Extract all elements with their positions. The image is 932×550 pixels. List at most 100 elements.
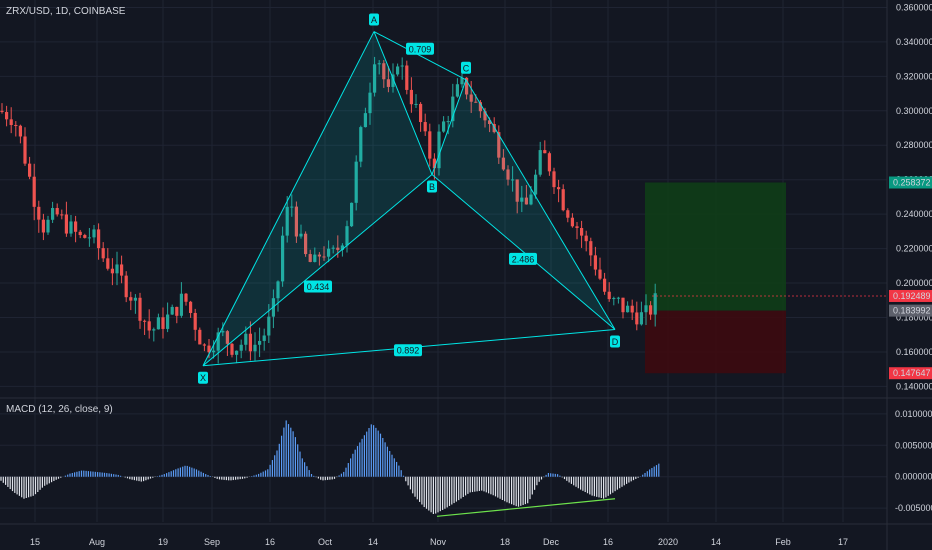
candle-body xyxy=(400,65,404,67)
y-tick-label: 0.140000 xyxy=(896,381,932,391)
candle-body xyxy=(28,163,32,177)
ratio-text: 0.709 xyxy=(409,44,432,54)
candle-body xyxy=(189,301,193,313)
candle-body xyxy=(281,235,285,282)
candle xyxy=(253,332,257,361)
candle-body xyxy=(547,153,551,172)
candle-body xyxy=(51,208,55,220)
candle-body xyxy=(373,64,377,93)
candle-body xyxy=(285,206,289,236)
candle-body xyxy=(428,131,432,159)
candle xyxy=(649,301,653,320)
candle-body xyxy=(138,297,142,321)
candle xyxy=(5,105,9,127)
candle-body xyxy=(14,125,18,127)
candle xyxy=(580,220,584,248)
candle xyxy=(423,113,427,136)
pattern-point-a: A xyxy=(369,13,379,26)
candle xyxy=(281,226,285,287)
price-badge-red: 0.147647 xyxy=(889,367,932,380)
candle-body xyxy=(290,206,294,208)
candle-body xyxy=(534,174,538,195)
candle xyxy=(561,184,565,212)
candle-body xyxy=(368,92,372,114)
candle xyxy=(460,73,464,88)
candle xyxy=(235,350,239,364)
candle xyxy=(55,203,59,217)
candle xyxy=(437,124,441,176)
candle xyxy=(276,280,280,312)
candle xyxy=(639,301,643,326)
candle-body xyxy=(161,317,165,329)
candle-body xyxy=(538,150,542,175)
leg-ab xyxy=(373,31,433,175)
candle-body xyxy=(78,231,82,236)
candle xyxy=(258,327,262,357)
candle xyxy=(143,319,147,335)
candle-body xyxy=(639,312,643,325)
candle-body xyxy=(101,248,105,259)
candle-body xyxy=(363,113,367,128)
candle-body xyxy=(616,297,620,299)
candle xyxy=(175,306,179,324)
candle xyxy=(106,248,110,271)
candle xyxy=(120,255,124,284)
candle xyxy=(419,102,423,132)
candle xyxy=(515,179,519,214)
price-badge-text: 0.192489 xyxy=(893,291,931,301)
point-badge xyxy=(427,180,437,193)
candle-body xyxy=(175,306,179,316)
candle xyxy=(409,77,413,113)
candle xyxy=(359,125,363,168)
candle-body xyxy=(396,66,400,75)
candle-body xyxy=(524,197,528,205)
candle xyxy=(414,94,418,109)
candle-body xyxy=(575,226,579,229)
candle-body xyxy=(598,269,602,279)
candle xyxy=(589,237,593,267)
candle-body xyxy=(69,221,73,234)
candle xyxy=(327,240,331,263)
candle xyxy=(322,246,326,261)
candle-body xyxy=(317,254,321,257)
candle xyxy=(543,140,547,154)
candle-body xyxy=(515,179,519,202)
candle-body xyxy=(386,79,390,87)
candle xyxy=(442,116,446,133)
candle-body xyxy=(635,312,639,325)
candle xyxy=(9,107,13,134)
candle-body xyxy=(630,305,634,313)
candle-body xyxy=(129,297,133,301)
ratio-badge xyxy=(394,344,422,357)
candle xyxy=(506,165,510,186)
candle xyxy=(524,185,528,205)
candle-body xyxy=(478,102,482,112)
candle xyxy=(41,213,45,241)
candle xyxy=(147,309,151,339)
candle xyxy=(110,258,114,286)
candle xyxy=(221,322,225,337)
candle xyxy=(285,196,289,243)
candle xyxy=(400,57,404,80)
candle xyxy=(262,328,266,351)
candle xyxy=(626,301,630,313)
candle xyxy=(405,60,409,95)
candle-body xyxy=(483,111,487,121)
candle xyxy=(92,224,96,244)
candle xyxy=(584,230,588,252)
candle-body xyxy=(304,233,308,255)
candle xyxy=(598,257,602,281)
candle-body xyxy=(87,237,91,239)
candle-body xyxy=(350,202,354,227)
candle-body xyxy=(451,96,455,122)
candle-body xyxy=(511,179,515,181)
candle-body xyxy=(110,268,114,274)
ratio-text: 0.892 xyxy=(397,346,420,356)
candle xyxy=(566,208,570,223)
candle xyxy=(101,242,105,262)
leg-cd xyxy=(465,79,616,330)
macd-histogram xyxy=(0,420,660,515)
candle xyxy=(511,166,515,192)
